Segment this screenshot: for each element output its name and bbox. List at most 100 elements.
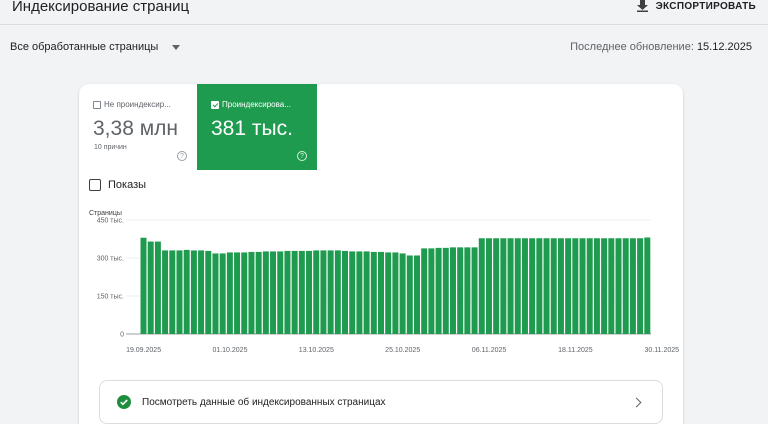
indexed-pages-chart: Страницы 0 150 тыс. 300 тыс. 450 тыс. 19.09.2…: [89, 210, 680, 354]
page-title: Индексирование страниц: [12, 0, 190, 15]
chart-bar: [565, 238, 572, 334]
chart-bar: [234, 252, 241, 334]
chart-bar: [500, 238, 507, 334]
page-header: Индексирование страниц ЭКСПОРТИРОВАТЬ: [0, 0, 768, 25]
pages-filter-dropdown[interactable]: Все обработанные страницы: [10, 41, 181, 53]
help-icon[interactable]: ?: [177, 151, 187, 161]
y-axis-title: Страницы: [89, 210, 122, 217]
chart-bar: [277, 251, 284, 334]
stat-indexed-value: 381 тыс.: [211, 117, 293, 140]
last-updated: Последнее обновление: 15.12.2025: [570, 41, 752, 53]
stat-indexed-label: Проиндексирова...: [222, 100, 291, 109]
stat-not-indexed-value: 3,38 млн: [93, 117, 178, 140]
chart-bar: [183, 249, 190, 334]
chart-bar: [550, 238, 557, 334]
chart-bar: [270, 251, 277, 334]
chart-bar: [291, 250, 298, 334]
export-label: ЭКСПОРТИРОВАТЬ: [655, 0, 756, 12]
chart-bar: [572, 238, 579, 334]
chart-bar: [536, 238, 543, 334]
chart-bar: [457, 247, 464, 334]
chart-bar: [176, 250, 183, 334]
chart-bar: [478, 238, 485, 334]
chart-bar: [262, 251, 269, 334]
chevron-right-icon: [631, 397, 642, 408]
x-tick-label: 01.10.2025: [212, 347, 247, 354]
y-tick-label: 450 тыс.: [97, 218, 124, 225]
x-tick-label: 19.09.2025: [126, 347, 161, 354]
chart-bar: [342, 250, 349, 334]
chart-bar: [493, 238, 500, 334]
chart-bar: [586, 238, 593, 334]
chart-bar: [413, 255, 420, 334]
chart-bar: [579, 238, 586, 334]
x-tick-label: 18.11.2025: [558, 347, 593, 354]
impressions-checkbox[interactable]: Показы: [89, 179, 146, 191]
chart-bar: [428, 248, 435, 334]
stat-not-indexed-sub: 10 причин: [94, 144, 127, 151]
chart-bar: [521, 238, 528, 334]
chart-bar: [154, 241, 161, 334]
chart-bar: [593, 238, 600, 334]
checkbox-unchecked-icon[interactable]: [93, 100, 101, 109]
chart-bar: [298, 250, 305, 334]
chart-bar: [219, 253, 226, 334]
chart-bar: [248, 251, 255, 334]
stat-not-indexed[interactable]: Не проиндексир... 3,38 млн 10 причин ?: [79, 84, 197, 170]
x-tick-label: 30.11.2025: [645, 347, 680, 354]
stat-not-indexed-label: Не проиндексир...: [104, 100, 171, 109]
chart-bar: [255, 251, 262, 334]
chart-bar: [435, 247, 442, 334]
chart-bar: [147, 241, 154, 334]
chart-bar: [162, 250, 169, 334]
chart-bar: [615, 238, 622, 334]
chart-bar: [313, 250, 320, 334]
chart-bar: [356, 251, 363, 334]
chart-bar: [514, 238, 521, 334]
chart-bar: [485, 238, 492, 334]
checkbox-unchecked-icon[interactable]: [89, 179, 101, 191]
x-tick-label: 25.10.2025: [385, 347, 420, 354]
chart-bar: [327, 250, 334, 334]
chart-bar: [601, 238, 608, 334]
chart-bar: [190, 250, 197, 334]
filter-label: Все обработанные страницы: [10, 41, 159, 53]
chart-bar: [529, 238, 536, 334]
chart-bar: [449, 247, 456, 334]
chart-bar: [284, 250, 291, 334]
x-tick-label: 06.11.2025: [472, 347, 507, 354]
chart-bar: [378, 251, 385, 334]
view-indexed-pages-link[interactable]: Посмотреть данные об индексированных стр…: [99, 380, 663, 424]
stat-indexed[interactable]: Проиндексирова... 381 тыс. ?: [197, 84, 317, 170]
chart-bar: [169, 250, 176, 334]
chart-bar: [421, 248, 428, 334]
chart-bar: [543, 238, 550, 334]
check-circle-icon: [117, 395, 131, 409]
chart-bar: [637, 238, 644, 334]
y-tick-label: 0: [120, 332, 124, 339]
chart-bar: [464, 247, 471, 334]
chart-bar: [241, 252, 248, 334]
chart-bar: [226, 252, 233, 334]
chart-bar: [629, 238, 636, 334]
export-button[interactable]: ЭКСПОРТИРОВАТЬ: [636, 0, 756, 12]
chart-bar: [385, 252, 392, 334]
stat-not-indexed-toggle: Не проиндексир...: [93, 100, 171, 109]
help-icon[interactable]: ?: [297, 151, 307, 161]
chart-bar: [392, 252, 399, 334]
chart-bar: [349, 251, 356, 334]
indexing-card: Не проиндексир... 3,38 млн 10 причин ? П…: [79, 84, 683, 424]
last-updated-date: 15.12.2025: [696, 41, 752, 53]
stat-indexed-toggle: Проиндексирова...: [211, 100, 291, 109]
chart-bar: [370, 251, 377, 334]
caret-down-icon: [172, 44, 181, 50]
chart-bar: [622, 238, 629, 334]
chart-bar: [406, 255, 413, 334]
checkbox-checked-icon[interactable]: [211, 100, 219, 109]
chart-bar: [306, 250, 313, 334]
chart-bar: [442, 247, 449, 334]
chart-bar: [507, 238, 514, 334]
chart-bar: [557, 238, 564, 334]
y-tick-label: 150 тыс.: [97, 294, 124, 301]
chart-bar: [644, 237, 651, 334]
